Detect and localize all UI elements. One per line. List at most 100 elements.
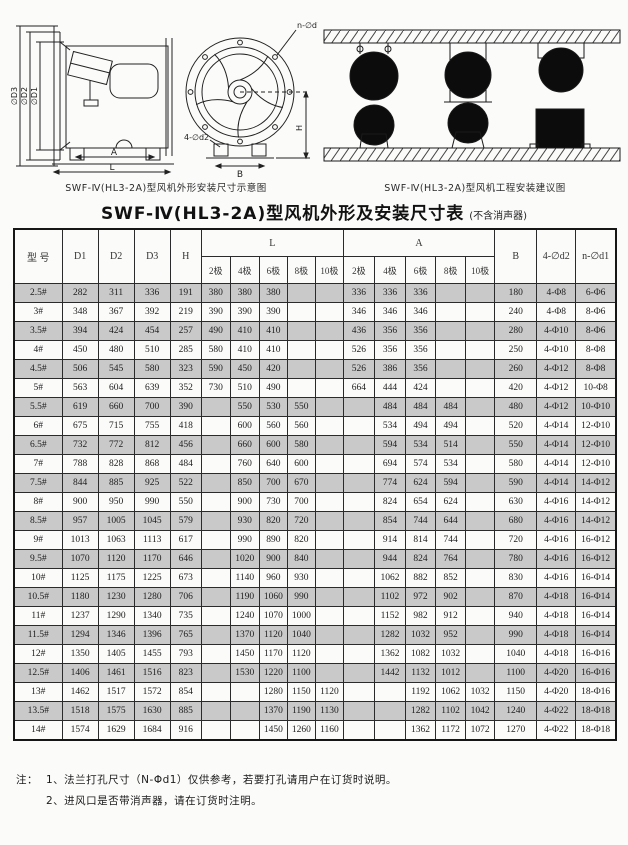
table-cell bbox=[200, 720, 231, 741]
table-cell: 868 bbox=[133, 454, 171, 474]
table-cell bbox=[465, 378, 496, 398]
table-cell bbox=[342, 720, 375, 741]
table-cell: 654 bbox=[404, 492, 437, 512]
table-cell: 1270 bbox=[494, 720, 538, 741]
table-cell: 480 bbox=[494, 397, 538, 417]
installation-diagram bbox=[323, 29, 621, 162]
table-cell: 715 bbox=[97, 416, 135, 436]
table-cell: 780 bbox=[494, 549, 538, 569]
model-cell: 8.5# bbox=[13, 511, 63, 531]
col-header-d3: D3 bbox=[133, 228, 171, 284]
table-cell: 900 bbox=[258, 549, 288, 569]
dim-label-d1: ∅D1 bbox=[30, 87, 39, 105]
table-cell: 1150 bbox=[286, 682, 316, 702]
table-row: 10.5# 1180 1230 1280 706 1190 1060 990 1102 972 90… bbox=[13, 587, 617, 607]
table-cell: 1040 bbox=[286, 625, 316, 645]
table-cell: 1362 bbox=[373, 644, 407, 664]
table-cell: 560 bbox=[286, 416, 316, 436]
table-cell: 594 bbox=[373, 435, 407, 455]
table-row: 3# 348 367 392 219 390 390 390 346 346 346 240 4-Φ8 8… bbox=[13, 302, 617, 322]
table-cell: 1063 bbox=[97, 530, 135, 550]
table-cell: 560 bbox=[258, 416, 288, 436]
table-cell bbox=[465, 416, 496, 436]
table-cell: 1102 bbox=[435, 701, 467, 721]
table-cell bbox=[465, 549, 496, 569]
table-row: 11.5# 1294 1346 1396 765 1370 1120 1040 1282 1032… bbox=[13, 625, 617, 645]
table-cell: 4-Φ12 bbox=[536, 378, 577, 398]
pole-col-header: 4极 bbox=[229, 256, 260, 284]
table-cell: 4-Φ14 bbox=[536, 473, 577, 493]
model-cell: 8# bbox=[13, 492, 63, 512]
table-cell: 1294 bbox=[61, 625, 99, 645]
table-cell: 6-Φ6 bbox=[575, 283, 617, 303]
table-cell: 550 bbox=[169, 492, 202, 512]
table-cell bbox=[314, 644, 344, 664]
table-cell: 1282 bbox=[404, 701, 437, 721]
table-cell: 510 bbox=[229, 378, 260, 398]
table-cell: 346 bbox=[342, 302, 375, 322]
table-cell: 1170 bbox=[258, 644, 288, 664]
table-cell: 594 bbox=[435, 473, 467, 493]
table-cell: 8-Φ6 bbox=[575, 302, 617, 322]
table-cell: 4-Φ14 bbox=[536, 454, 577, 474]
table-cell: 1240 bbox=[494, 701, 538, 721]
table-cell: 514 bbox=[435, 435, 467, 455]
table-cell: 1072 bbox=[465, 720, 496, 741]
table-cell: 280 bbox=[494, 321, 538, 341]
model-cell: 9# bbox=[13, 530, 63, 550]
table-cell: 960 bbox=[258, 568, 288, 588]
table-cell bbox=[435, 378, 467, 398]
table-cell bbox=[342, 568, 375, 588]
table-cell: 356 bbox=[404, 340, 437, 360]
table-cell: 12-Φ10 bbox=[575, 454, 617, 474]
table-cell: 444 bbox=[373, 378, 407, 398]
table-cell bbox=[465, 492, 496, 512]
table-cell: 356 bbox=[373, 321, 407, 341]
model-cell: 10# bbox=[13, 568, 63, 588]
table-cell bbox=[342, 549, 375, 569]
table-cell bbox=[314, 359, 344, 379]
table-cell: 16-Φ12 bbox=[575, 549, 617, 569]
table-cell: 900 bbox=[61, 492, 99, 512]
table-row: 6.5# 732 772 812 456 660 600 580 594 534 514 550 4-Φ… bbox=[13, 435, 617, 455]
table-cell: 14-Φ12 bbox=[575, 511, 617, 531]
table-cell: 1102 bbox=[373, 587, 407, 607]
table-cell bbox=[229, 682, 260, 702]
table-cell: 624 bbox=[404, 473, 437, 493]
table-cell bbox=[200, 625, 231, 645]
table-cell: 10-Φ8 bbox=[575, 378, 617, 398]
table-cell: 900 bbox=[229, 492, 260, 512]
table-cell: 1362 bbox=[404, 720, 437, 741]
table-cell: 490 bbox=[200, 321, 231, 341]
table-cell: 1040 bbox=[494, 644, 538, 664]
table-cell: 494 bbox=[435, 416, 467, 436]
table-cell bbox=[200, 682, 231, 702]
table-cell: 4-Φ16 bbox=[536, 568, 577, 588]
table-cell bbox=[465, 435, 496, 455]
table-row: 5.5# 619 660 700 390 550 530 550 484 484 484 480 4-Φ… bbox=[13, 397, 617, 417]
table-row: 11# 1237 1290 1340 735 1240 1070 1000 1152 982 912… bbox=[13, 606, 617, 626]
table-cell: 1120 bbox=[97, 549, 135, 569]
table-row: 12.5# 1406 1461 1516 823 1530 1220 1100 1442 1132… bbox=[13, 663, 617, 683]
table-cell bbox=[465, 473, 496, 493]
table-cell bbox=[342, 606, 375, 626]
model-cell: 5# bbox=[13, 378, 63, 398]
col-header-h: H bbox=[169, 228, 202, 284]
table-cell: 1125 bbox=[61, 568, 99, 588]
table-cell: 1150 bbox=[494, 682, 538, 702]
table-cell: 1152 bbox=[373, 606, 407, 626]
table-row: 4# 450 480 510 285 580 410 410 526 356 356 250 4-Φ10… bbox=[13, 340, 617, 360]
table-cell bbox=[314, 473, 344, 493]
table-cell: 755 bbox=[133, 416, 171, 436]
table-cell: 4-Φ10 bbox=[536, 321, 577, 341]
table-cell: 1190 bbox=[286, 701, 316, 721]
table-cell: 1684 bbox=[133, 720, 171, 741]
table-cell: 436 bbox=[342, 321, 375, 341]
table-cell: 1070 bbox=[258, 606, 288, 626]
table-cell: 4-Φ22 bbox=[536, 720, 577, 741]
table-cell bbox=[314, 378, 344, 398]
table-cell: 1160 bbox=[314, 720, 344, 741]
table-cell: 1629 bbox=[97, 720, 135, 741]
table-cell: 4-Φ22 bbox=[536, 701, 577, 721]
table-cell: 720 bbox=[286, 511, 316, 531]
